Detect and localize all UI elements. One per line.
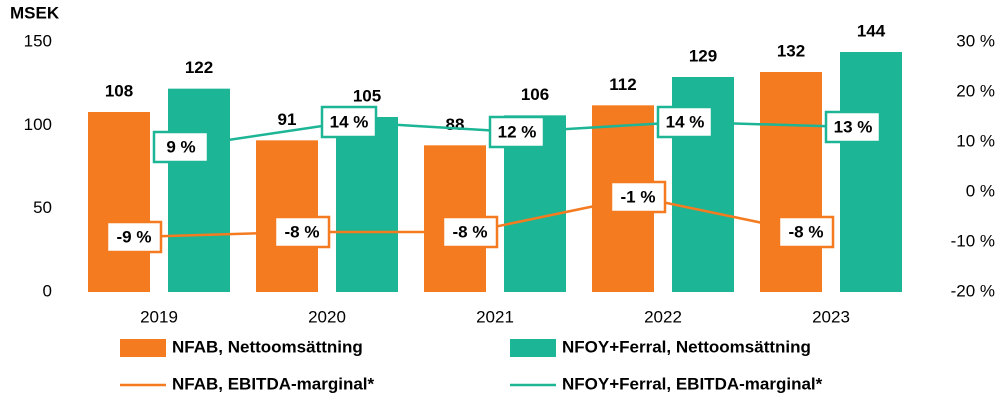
y-axis-label: MSEK (10, 3, 60, 22)
y-tick-label: 150 (24, 31, 52, 50)
y-tick-label: 0 (43, 281, 52, 300)
data-label-text: 13 % (834, 117, 873, 136)
legend-label: NFOY+Ferral, Nettoomsättning (562, 337, 811, 356)
bar (760, 72, 822, 292)
bar-value-label: 106 (521, 85, 549, 104)
data-label-box (777, 215, 835, 249)
data-label: -1 % (609, 180, 667, 214)
data-label-box (105, 220, 163, 254)
bar-value-label: 88 (446, 115, 465, 134)
data-label-box (441, 215, 499, 249)
data-label: 9 % (152, 130, 210, 164)
y2-tick-label: 10 % (956, 131, 995, 150)
data-label-text: -9 % (117, 227, 152, 246)
data-label-box (656, 105, 714, 139)
x-tick-label: 2019 (140, 307, 178, 326)
data-label-text: -8 % (285, 222, 320, 241)
data-label: -8 % (273, 215, 331, 249)
bar (336, 117, 398, 292)
x-tick-label: 2021 (476, 307, 514, 326)
x-tick-label: 2023 (812, 307, 850, 326)
legend-label: NFAB, Nettoomsättning (172, 337, 363, 356)
data-label-box (488, 115, 546, 149)
data-label-text: -8 % (789, 222, 824, 241)
data-label-text: -8 % (453, 222, 488, 241)
data-label: 12 % (488, 115, 546, 149)
data-label-text: -1 % (621, 187, 656, 206)
data-label-text: 9 % (166, 137, 195, 156)
y-tick-label: 100 (24, 115, 52, 134)
data-label-text: 14 % (666, 112, 705, 131)
data-label-box (609, 180, 667, 214)
data-label: 13 % (824, 110, 882, 144)
y2-tick-label: 30 % (956, 31, 995, 50)
y2-tick-label: -10 % (951, 231, 995, 250)
legend-swatch (120, 339, 166, 357)
data-label: -9 % (105, 220, 163, 254)
bar (168, 88, 230, 293)
bar-value-label: 129 (689, 46, 717, 65)
data-label-box (273, 215, 331, 249)
data-label: -8 % (441, 215, 499, 249)
bar-value-label: 91 (278, 110, 297, 129)
data-label: -8 % (777, 215, 835, 249)
legend-swatch (510, 339, 556, 357)
bar-value-label: 132 (777, 41, 805, 60)
bar-value-label: 108 (105, 81, 133, 100)
bar (840, 52, 902, 292)
data-label-box (824, 110, 882, 144)
bar (88, 112, 150, 292)
x-tick-label: 2020 (308, 307, 346, 326)
bar-value-label: 112 (609, 75, 636, 94)
bar-value-label: 144 (857, 21, 886, 40)
legend-label: NFAB, EBITDA-marginal* (172, 374, 375, 393)
y-tick-label: 50 (33, 198, 52, 217)
y2-tick-label: -20 % (951, 281, 995, 300)
bar-value-label: 105 (353, 86, 381, 105)
data-label-text: 14 % (330, 112, 369, 131)
y2-tick-label: 0 % (966, 181, 995, 200)
y2-tick-label: 20 % (956, 81, 995, 100)
data-label: 14 % (320, 105, 378, 139)
data-label: 14 % (656, 105, 714, 139)
bar-value-label: 122 (185, 58, 213, 77)
legend-label: NFOY+Ferral, EBITDA-marginal* (562, 374, 823, 393)
data-label-box (320, 105, 378, 139)
data-label-text: 12 % (498, 122, 537, 141)
data-label-box (152, 130, 210, 164)
x-tick-label: 2022 (644, 307, 682, 326)
